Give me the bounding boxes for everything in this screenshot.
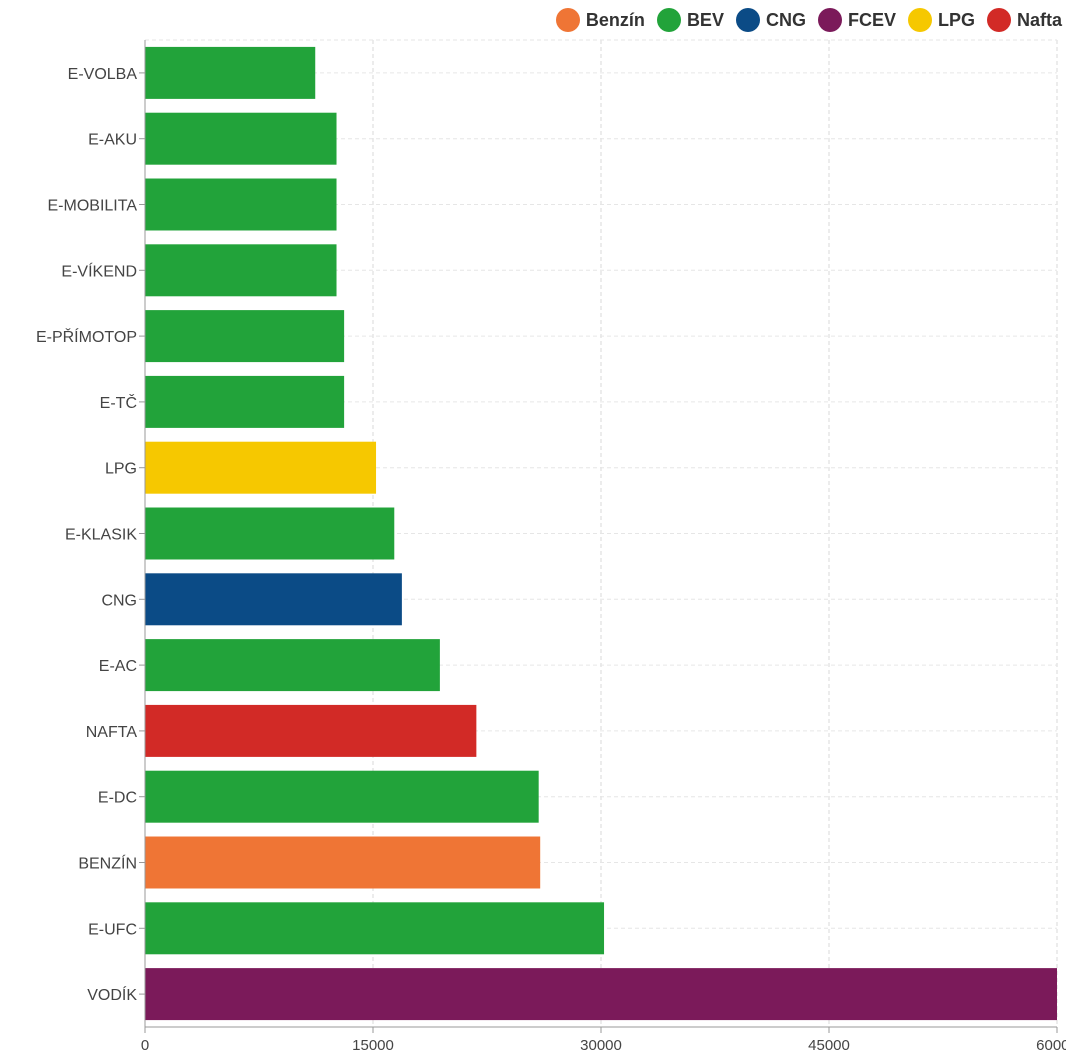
legend-item[interactable]: LPG bbox=[907, 8, 975, 32]
x-tick-label: 60000 bbox=[1036, 1037, 1066, 1054]
legend-swatch bbox=[656, 8, 681, 32]
legend-item[interactable]: BEV bbox=[656, 8, 724, 32]
y-tick-label: E-AKU bbox=[88, 132, 137, 149]
x-tick-label: 30000 bbox=[580, 1037, 622, 1054]
legend-item[interactable]: Nafta bbox=[986, 8, 1062, 32]
bar[interactable] bbox=[145, 507, 395, 560]
x-tick-label: 0 bbox=[141, 1037, 149, 1054]
bar[interactable] bbox=[145, 968, 1057, 1021]
bar[interactable] bbox=[145, 770, 539, 823]
legend-swatch bbox=[907, 8, 932, 32]
legend-label: BEV bbox=[686, 9, 724, 30]
bar[interactable] bbox=[145, 902, 605, 955]
y-tick-label: E-TČ bbox=[100, 393, 137, 412]
legend-swatch bbox=[735, 8, 760, 32]
bar[interactable] bbox=[145, 836, 541, 889]
bar[interactable] bbox=[145, 441, 377, 494]
y-tick-label: E-DC bbox=[98, 790, 137, 807]
x-tick-label: 45000 bbox=[808, 1037, 850, 1054]
legend-label: LPG bbox=[937, 9, 975, 30]
y-tick-label: E-MOBILITA bbox=[48, 198, 138, 215]
bar[interactable] bbox=[145, 46, 316, 99]
legend-item[interactable]: CNG bbox=[735, 8, 806, 32]
y-tick-label: LPG bbox=[105, 461, 137, 478]
bar[interactable] bbox=[145, 375, 345, 428]
legend-label: FCEV bbox=[847, 9, 896, 30]
legend-swatch bbox=[986, 8, 1011, 32]
legend-item[interactable]: FCEV bbox=[817, 8, 896, 32]
y-tick-label: E-AC bbox=[99, 658, 137, 675]
chart-legend: Benzín BEV CNG FCEV LPG Nafta bbox=[555, 8, 1062, 32]
y-tick-label: E-UFC bbox=[88, 921, 137, 938]
y-tick-label: BENZÍN bbox=[78, 854, 137, 873]
legend-swatch bbox=[555, 8, 580, 32]
bar[interactable] bbox=[145, 573, 402, 626]
y-tick-label: E-KLASIK bbox=[65, 527, 137, 544]
bar[interactable] bbox=[145, 178, 337, 231]
bar[interactable] bbox=[145, 639, 440, 692]
x-tick-label: 15000 bbox=[352, 1037, 394, 1054]
bar[interactable] bbox=[145, 704, 477, 757]
bar[interactable] bbox=[145, 310, 345, 363]
y-tick-label: E-VOLBA bbox=[68, 66, 138, 83]
legend-label: CNG bbox=[765, 9, 806, 30]
legend-swatch bbox=[817, 8, 842, 32]
legend-label: Benzín bbox=[585, 9, 645, 30]
bar[interactable] bbox=[145, 244, 337, 297]
legend-item[interactable]: Benzín bbox=[555, 8, 645, 32]
y-tick-label: VODÍK bbox=[87, 985, 137, 1004]
y-tick-label: E-VÍKEND bbox=[61, 261, 137, 280]
y-tick-label: CNG bbox=[101, 592, 137, 609]
y-tick-label: NAFTA bbox=[86, 724, 138, 741]
y-tick-label: E-PŘÍMOTOP bbox=[36, 327, 137, 346]
bar[interactable] bbox=[145, 112, 337, 165]
legend-label: Nafta bbox=[1016, 9, 1062, 30]
